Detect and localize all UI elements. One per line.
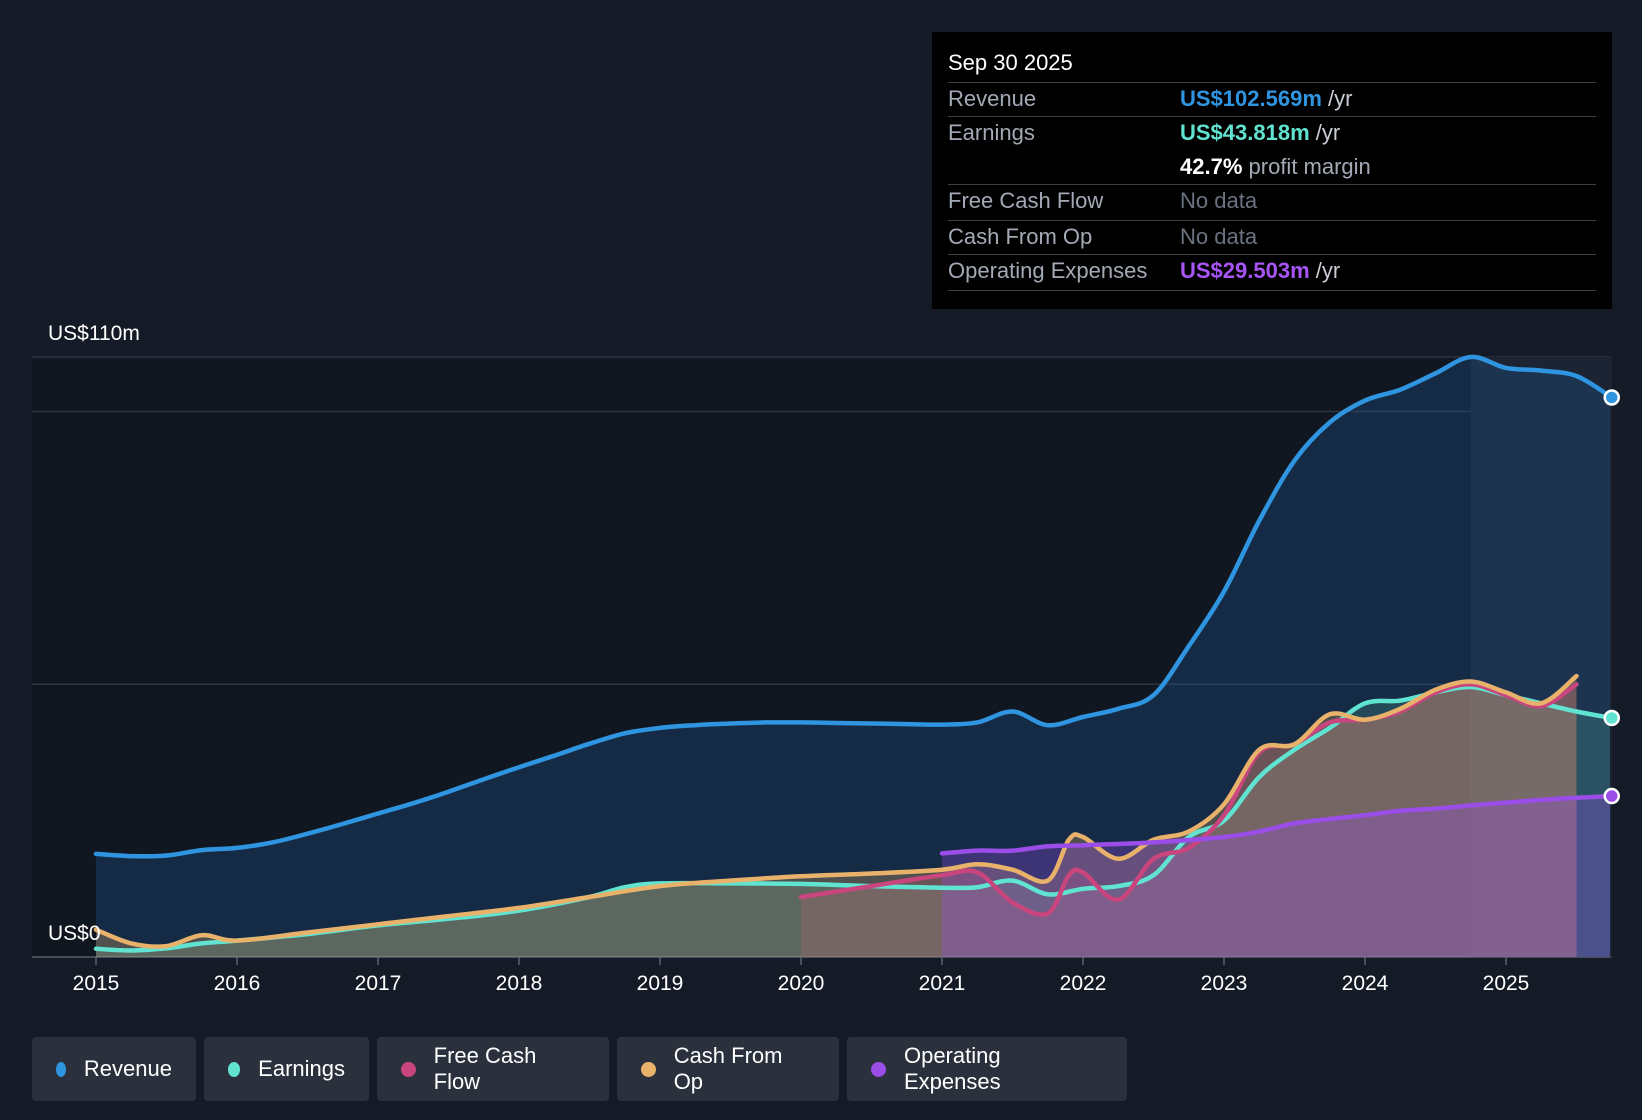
divider: [948, 290, 1596, 291]
divider: [948, 116, 1596, 117]
legend-label: Cash From Op: [673, 1043, 783, 1094]
tooltip: Sep 30 2025 Revenue US$102.569m /yr Earn…: [932, 32, 1612, 309]
cash-from-op-line: [93, 673, 1579, 949]
x-tick-label: 2020: [778, 972, 825, 995]
tooltip-label: Earnings: [948, 120, 1035, 145]
divider: [948, 254, 1596, 255]
cash-from-op-area: [96, 676, 1577, 957]
divider: [948, 82, 1596, 83]
legend-item-revenue[interactable]: Revenue: [32, 1037, 196, 1101]
legend-dot: [871, 1061, 886, 1077]
tooltip-date: Sep 30 2025: [948, 50, 1073, 75]
end-markers: [1603, 389, 1620, 805]
tooltip-value: US$102.569m: [1180, 86, 1322, 111]
legend-item-operating-expenses[interactable]: Operating Expenses: [847, 1037, 1127, 1101]
revenue-line: [93, 354, 1615, 859]
x-tick-label: 2023: [1201, 972, 1248, 995]
series-lines: [93, 354, 1615, 953]
tooltip-unit: /yr: [1315, 120, 1341, 145]
forecast-region: [1470, 356, 1612, 957]
operating-expenses-end-marker: [1603, 787, 1620, 805]
tooltip-value: US$43.818m: [1180, 120, 1310, 145]
legend-dot: [401, 1061, 416, 1077]
y-axis-max-label: US$110m: [48, 322, 140, 345]
revenue-end-marker: [1603, 389, 1620, 406]
legend-item-free-cash-flow[interactable]: Free Cash Flow: [377, 1037, 609, 1101]
legend-dot: [641, 1061, 656, 1077]
tooltip-label: Free Cash Flow: [948, 188, 1104, 213]
x-tick-label: 2019: [637, 972, 684, 995]
divider: [948, 184, 1596, 185]
tooltip-label: Operating Expenses: [948, 258, 1148, 283]
tooltip-label: Cash From Op: [948, 224, 1093, 249]
tooltip-unit: /yr: [1315, 258, 1341, 283]
legend-label: Revenue: [83, 1056, 172, 1081]
x-tick-label: 2022: [1060, 972, 1107, 995]
legend: Revenue Earnings Free Cash Flow Cash Fro…: [32, 1037, 1127, 1101]
legend-item-cash-from-op[interactable]: Cash From Op: [617, 1037, 839, 1101]
x-axis: 2015 2016 2017 2018 2019 2020 2021 2022 2023 2024…: [73, 957, 1530, 995]
x-tick-label: 2016: [214, 972, 261, 995]
tooltip-label: Revenue: [948, 86, 1037, 111]
x-tick-label: 2017: [355, 972, 402, 995]
legend-label: Free Cash Flow: [433, 1043, 537, 1094]
tooltip-value: No data: [1180, 188, 1258, 213]
tooltip-value: US$29.503m: [1180, 258, 1310, 283]
x-tick-label: 2021: [919, 972, 966, 995]
x-tick-label: 2015: [73, 972, 120, 995]
legend-label: Operating Expenses: [903, 1043, 1001, 1094]
earnings-end-marker: [1603, 709, 1620, 727]
plot-background: [32, 356, 1612, 957]
x-tick-label: 2024: [1342, 972, 1389, 995]
gridlines: [32, 356, 1612, 958]
y-axis-min-label: US$0: [48, 922, 101, 945]
legend-item-earnings[interactable]: Earnings: [204, 1037, 369, 1101]
operating-expenses-line: [939, 793, 1615, 856]
tooltip-value: 42.7%: [1180, 154, 1243, 179]
divider: [948, 220, 1596, 221]
earnings-area: [96, 686, 1610, 957]
legend-dot: [228, 1061, 241, 1077]
tooltip-unit: profit margin: [1248, 154, 1371, 179]
tooltip-value: No data: [1180, 224, 1258, 249]
legend-dot: [56, 1061, 66, 1077]
x-tick-label: 2018: [496, 972, 543, 995]
operating-expenses-area: [942, 796, 1610, 957]
legend-label: Earnings: [258, 1056, 345, 1081]
x-tick-label: 2025: [1483, 972, 1530, 995]
tooltip-unit: /yr: [1328, 86, 1353, 111]
